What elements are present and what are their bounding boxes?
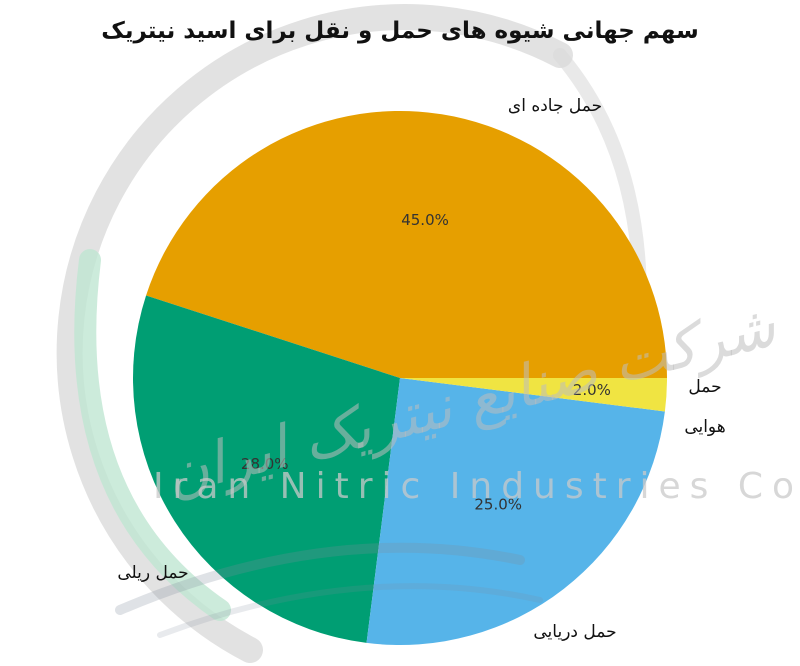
category-label-2: حمل ریلی [117, 563, 188, 583]
pie-slice-2 [366, 378, 665, 645]
pie-slice-0 [146, 110, 667, 378]
category-label-3: حمل هوایی [684, 377, 725, 437]
percentage-label-3: 2.0% [573, 381, 611, 399]
pie-slice-1 [132, 295, 400, 643]
category-labels: حمل جاده ای حمل دریایی حمل ریلی حمل هوایی [117, 96, 725, 642]
percentage-label-2: 25.0% [474, 496, 522, 514]
percentage-label-1: 28.0% [241, 455, 289, 473]
percentage-labels: 45.0% 28.0% 25.0% 2.0% [241, 211, 611, 514]
pie-slices [132, 110, 668, 645]
pie-slice-3 [400, 378, 668, 412]
chart-title: سهم جهانی شیوه های حمل و نقل برای اسید ن… [101, 18, 698, 44]
category-label-0: حمل جاده ای [508, 96, 602, 116]
category-label-1: حمل دریایی [533, 622, 616, 642]
percentage-label-0: 45.0% [401, 211, 449, 229]
watermark-latin-text: Iran Nitric Industries Co [153, 466, 800, 507]
